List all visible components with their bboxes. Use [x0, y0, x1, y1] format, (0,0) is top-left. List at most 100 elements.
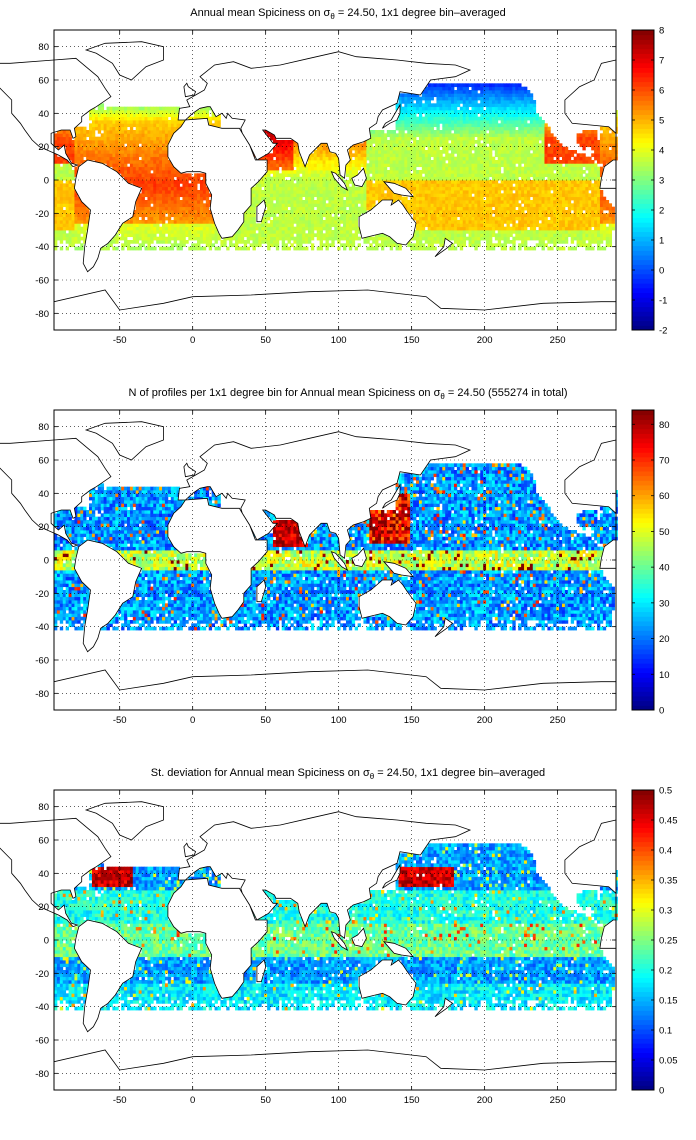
colorbar-tick-label: 40	[659, 563, 670, 574]
y-tick-label: -80	[35, 689, 49, 700]
colorbar-tick-label: -1	[659, 296, 667, 307]
panel-title: St. deviation for Annual mean Spiciness …	[150, 767, 546, 782]
x-tick-label: 200	[477, 335, 493, 346]
x-tick-label: 250	[550, 715, 566, 726]
x-tick-label: 50	[260, 1095, 271, 1106]
coastline-north-america	[0, 437, 112, 548]
colorbar-tick-label: 2	[659, 206, 664, 217]
colorbar-tick-label: 0.45	[659, 816, 678, 827]
coastline-antarctica	[53, 289, 617, 331]
data-field	[54, 463, 618, 631]
x-tick-label: 100	[331, 715, 347, 726]
y-tick-label: 40	[38, 489, 49, 500]
y-tick-label: -60	[35, 276, 49, 287]
std-deviation-panel: St. deviation for Annual mean Spiciness …	[0, 760, 696, 1140]
coastline-greenland	[84, 421, 164, 461]
colorbar-tick-label: 50	[659, 527, 670, 538]
x-tick-label: 0	[190, 715, 195, 726]
coastline-africa	[167, 877, 268, 999]
coastlines	[0, 41, 617, 331]
x-tick-label: -50	[113, 1095, 127, 1106]
coastline-north-america-wrap	[564, 819, 617, 895]
coastlines	[0, 801, 617, 1091]
panel-title: N of profiles per 1x1 degree bin for Ann…	[128, 387, 568, 402]
colorbar-tick-label: 0.15	[659, 996, 678, 1007]
x-tick-label: 150	[404, 715, 420, 726]
y-tick-label: -80	[35, 1069, 49, 1080]
coastline-africa	[167, 497, 268, 619]
y-tick-label: 60	[38, 76, 49, 87]
y-tick-label: -40	[35, 622, 49, 633]
coastline-antarctica	[53, 1049, 617, 1091]
y-tick-label: -60	[35, 1036, 49, 1047]
colorbar-tick-label: 80	[659, 420, 670, 431]
grid	[54, 30, 616, 330]
x-tick-label: 100	[331, 335, 347, 346]
coastline-borneo	[351, 547, 367, 568]
y-tick-label: 20	[38, 902, 49, 913]
grid	[54, 790, 616, 1090]
coastline-uk	[183, 82, 197, 98]
y-tick-label: -60	[35, 656, 49, 667]
coastline-new-guinea	[382, 941, 415, 958]
colorbar-tick-label: 6	[659, 86, 664, 97]
y-tick-label: -20	[35, 589, 49, 600]
colorbar: 0 10 20 30 40 50 60 70 80	[631, 409, 670, 717]
colorbar-tick-label: 8	[659, 26, 664, 37]
coastline-new-zealand	[434, 617, 454, 638]
y-tick-label: 20	[38, 522, 49, 533]
grid	[54, 410, 616, 710]
x-tick-label: 50	[260, 715, 271, 726]
colorbar-tick-label: 60	[659, 491, 670, 502]
coastline-borneo	[351, 167, 367, 188]
colorbar-tick-label: 0	[659, 266, 664, 277]
coastline-japan	[382, 863, 401, 889]
colorbar-tick-label: 0.3	[659, 906, 672, 917]
data-field	[54, 843, 618, 1011]
colorbar-tick-label: 30	[659, 598, 670, 609]
coastline-south-america	[73, 159, 143, 273]
coastline-sumatra	[330, 930, 349, 951]
coastline-japan	[382, 103, 401, 129]
colorbar-tick-label: 0.2	[659, 966, 672, 977]
coastline-new-zealand	[434, 237, 454, 258]
coastline-madagascar	[256, 579, 267, 603]
y-tick-label: -40	[35, 242, 49, 253]
spiciness-panel: Annual mean Spiciness on σθ = 24.50, 1x1…	[0, 0, 696, 380]
coastline-new-guinea	[382, 181, 415, 198]
x-tick-label: -50	[113, 335, 127, 346]
coastline-uk	[183, 462, 197, 478]
coastline-north-america	[0, 57, 112, 168]
y-tick-label: -20	[35, 969, 49, 980]
y-tick-label: -80	[35, 309, 49, 320]
map-plot: -50 0 50 100 150 200 250-80-60-40-20020406080-…	[0, 26, 667, 346]
data-field	[54, 83, 618, 251]
coastline-madagascar	[256, 199, 267, 223]
y-tick-label: 0	[44, 556, 49, 567]
colorbar-tick-label: 0	[659, 706, 664, 717]
x-tick-label: 150	[404, 1095, 420, 1106]
colorbar-tick-label: 0.1	[659, 1026, 672, 1037]
coastline-australia	[358, 959, 417, 1006]
map-plot: -50 0 50 100 150 200 250-80-60-40-200204060800…	[0, 409, 670, 726]
coastline-sumatra	[330, 550, 349, 571]
coastline-greenland	[84, 801, 164, 841]
colorbar-tick-label: 7	[659, 56, 664, 67]
coastline-borneo	[351, 927, 367, 948]
y-tick-label: 60	[38, 836, 49, 847]
coastline-eurasia	[177, 51, 472, 180]
colorbar-tick-label: 10	[659, 670, 670, 681]
profile-count-panel: N of profiles per 1x1 degree bin for Ann…	[0, 380, 696, 760]
coastline-australia	[358, 579, 417, 626]
y-tick-label: 60	[38, 456, 49, 467]
colorbar-tick-label: 0.05	[659, 1056, 678, 1067]
coastline-eurasia	[177, 811, 472, 940]
coastline-new-guinea	[382, 561, 415, 578]
colorbar-tick-label: 0.35	[659, 876, 678, 887]
coastline-africa	[167, 117, 268, 239]
x-tick-label: 100	[331, 1095, 347, 1106]
coastline-japan	[382, 483, 401, 509]
coastline-uk	[183, 842, 197, 858]
x-tick-label: -50	[113, 715, 127, 726]
x-tick-label: 50	[260, 335, 271, 346]
